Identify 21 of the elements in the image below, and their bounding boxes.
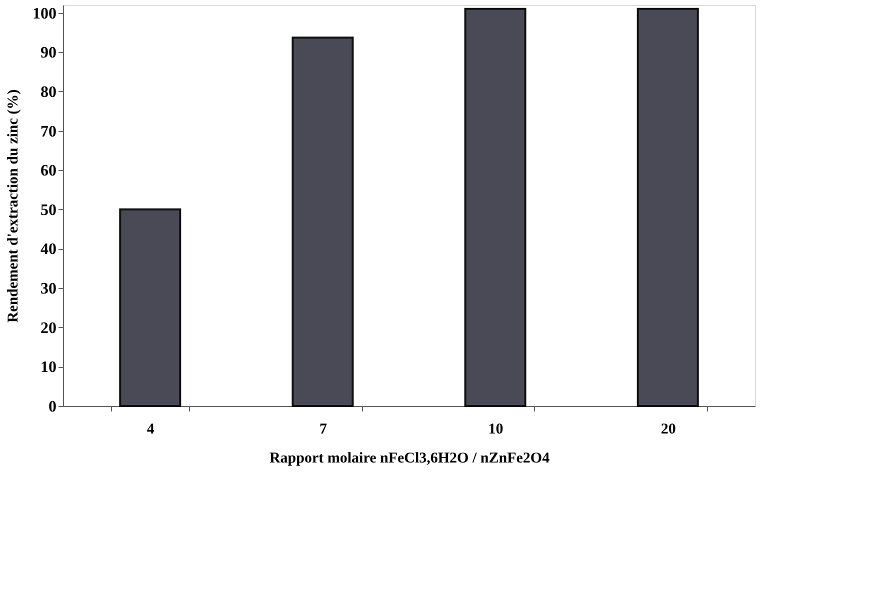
x-tick-label: 20: [660, 422, 676, 438]
x-tick-label: 7: [319, 422, 328, 438]
y-tick-label: 0: [48, 398, 56, 416]
bar: [464, 8, 526, 407]
y-tick-label: 90: [40, 44, 56, 62]
y-tick-label: 70: [40, 123, 56, 140]
y-tick-label: 80: [40, 84, 56, 101]
y-tick-label: 40: [40, 241, 56, 258]
x-tick-label: 4: [146, 422, 155, 438]
y-tick-label: 50: [40, 202, 56, 219]
y-tick-label: 100: [32, 5, 56, 22]
y-tick-label: 60: [40, 162, 56, 180]
y-axis-title: Rendement d'extraction du zinc (%): [6, 89, 22, 323]
bar: [292, 36, 354, 407]
x-tick-label: 10: [488, 422, 504, 438]
bar: [636, 8, 699, 407]
bar: [119, 208, 182, 407]
x-axis-title: Rapport molaire nFeCl3,6H2O / nZnFe2O4: [269, 450, 550, 466]
y-tick-label: 20: [40, 320, 56, 337]
y-tick-label: 10: [40, 359, 56, 376]
y-tick-label: 30: [40, 280, 56, 298]
